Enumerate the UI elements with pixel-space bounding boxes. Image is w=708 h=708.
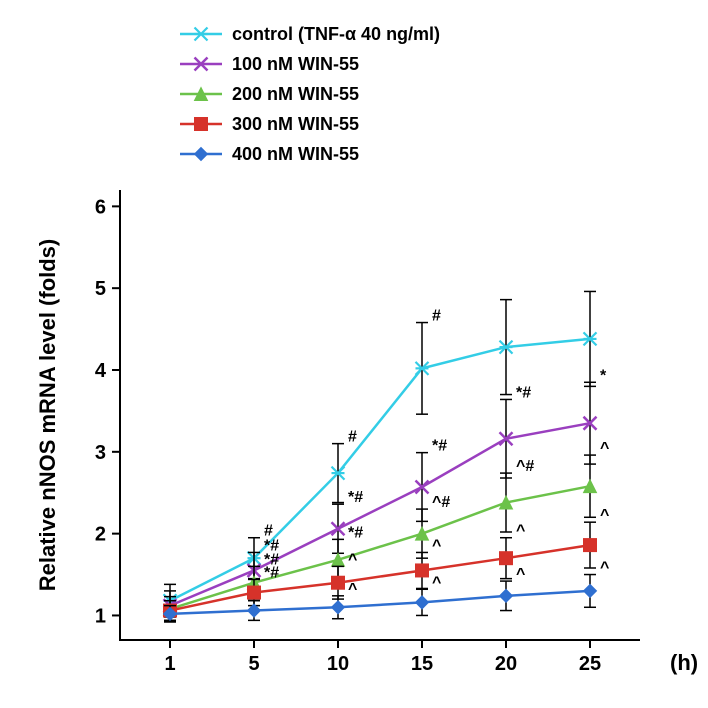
x-tick-label: 5 bbox=[248, 653, 259, 675]
y-axis-title: Relative nNOS mRNA level (folds) bbox=[35, 239, 60, 591]
annotation: *# bbox=[432, 438, 447, 455]
y-tick-label: 5 bbox=[95, 278, 106, 300]
annotation: # bbox=[348, 429, 357, 446]
annotation: ^ bbox=[348, 581, 357, 598]
annotation: ^ bbox=[600, 507, 609, 524]
annotation: ^ bbox=[600, 440, 609, 457]
annotation: ^ bbox=[600, 560, 609, 577]
annotation: ^ bbox=[516, 566, 525, 583]
y-tick-label: 2 bbox=[95, 524, 106, 546]
annotation: *# bbox=[348, 489, 363, 506]
y-tick-label: 3 bbox=[95, 442, 106, 464]
x-tick-label: 1 bbox=[164, 653, 175, 675]
legend-label: control (TNF-α 40 ng/ml) bbox=[232, 24, 440, 44]
annotation: *# bbox=[348, 524, 363, 541]
x-tick-label: 20 bbox=[495, 653, 517, 675]
x-tick-label: 25 bbox=[579, 653, 601, 675]
annotation: *# bbox=[516, 384, 531, 401]
annotation: ^# bbox=[516, 458, 534, 475]
annotation: ^ bbox=[348, 551, 357, 568]
line-chart: 1234561510152025Relative nNOS mRNA level… bbox=[0, 0, 708, 708]
y-tick-label: 1 bbox=[95, 605, 106, 627]
annotation: ^ bbox=[432, 537, 441, 554]
annotation: * bbox=[600, 367, 607, 384]
legend-label: 100 nM WIN-55 bbox=[232, 54, 359, 74]
annotation: ^ bbox=[516, 523, 525, 540]
x-tick-label: 15 bbox=[411, 653, 433, 675]
x-axis-title: (h) bbox=[670, 650, 698, 675]
annotation: ^# bbox=[432, 494, 450, 511]
annotation: ^ bbox=[432, 574, 441, 591]
legend-item: 300 nM WIN-55 bbox=[180, 114, 359, 134]
chart-container: 1234561510152025Relative nNOS mRNA level… bbox=[0, 0, 708, 708]
legend-label: 300 nM WIN-55 bbox=[232, 114, 359, 134]
legend-label: 400 nM WIN-55 bbox=[232, 144, 359, 164]
annotation: # bbox=[432, 308, 441, 325]
annotation: *# bbox=[264, 564, 279, 581]
y-tick-label: 4 bbox=[95, 360, 107, 382]
y-tick-label: 6 bbox=[95, 196, 106, 218]
legend-item: 100 nM WIN-55 bbox=[180, 54, 359, 74]
legend-label: 200 nM WIN-55 bbox=[232, 84, 359, 104]
x-tick-label: 10 bbox=[327, 653, 349, 675]
